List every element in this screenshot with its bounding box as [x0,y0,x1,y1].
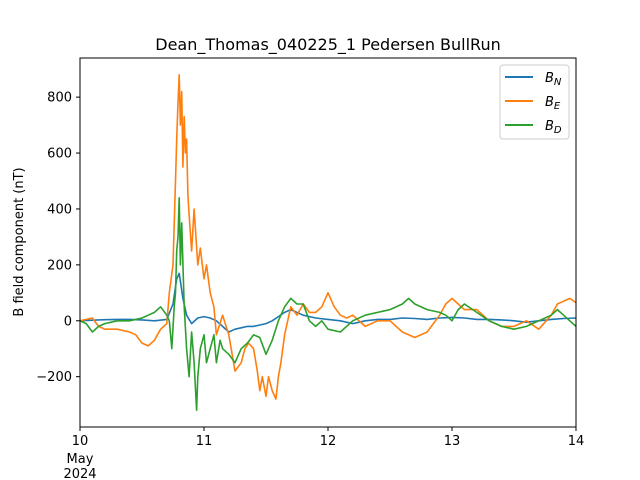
x-tick-label: 13 [444,434,461,449]
x-tick-label: 11 [196,434,213,449]
x-tick-label: 12 [320,434,337,449]
y-tick-label: 600 [47,147,72,162]
legend-label-d: BD [545,119,562,136]
x-tick-sublabel: May [67,452,94,467]
legend-box [499,64,570,140]
y-tick-label: 200 [47,258,72,273]
series-layer [80,74,576,412]
y-tick-label: 800 [47,91,72,106]
series-line-e [80,74,576,400]
x-tick-label: 14 [568,434,585,449]
x-tick-sublabel: 2024 [63,467,96,480]
series-line-d [80,197,576,412]
y-tick-label: 400 [47,202,72,217]
y-tick-label: −200 [36,370,72,385]
chart-title: Dean_Thomas_040225_1 Pedersen BullRun [155,35,500,55]
y-axis: −200 0 200 400 600 800 [36,91,80,385]
x-tick-label: 10 [72,434,89,449]
legend-label-e: BE [545,95,561,112]
series-line-n [80,272,576,333]
legend-label-n: BN [545,71,562,88]
y-tick-label: 0 [64,314,72,329]
legend: BN BE BD [499,64,570,140]
y-axis-label: B field component (nT) [12,167,27,316]
